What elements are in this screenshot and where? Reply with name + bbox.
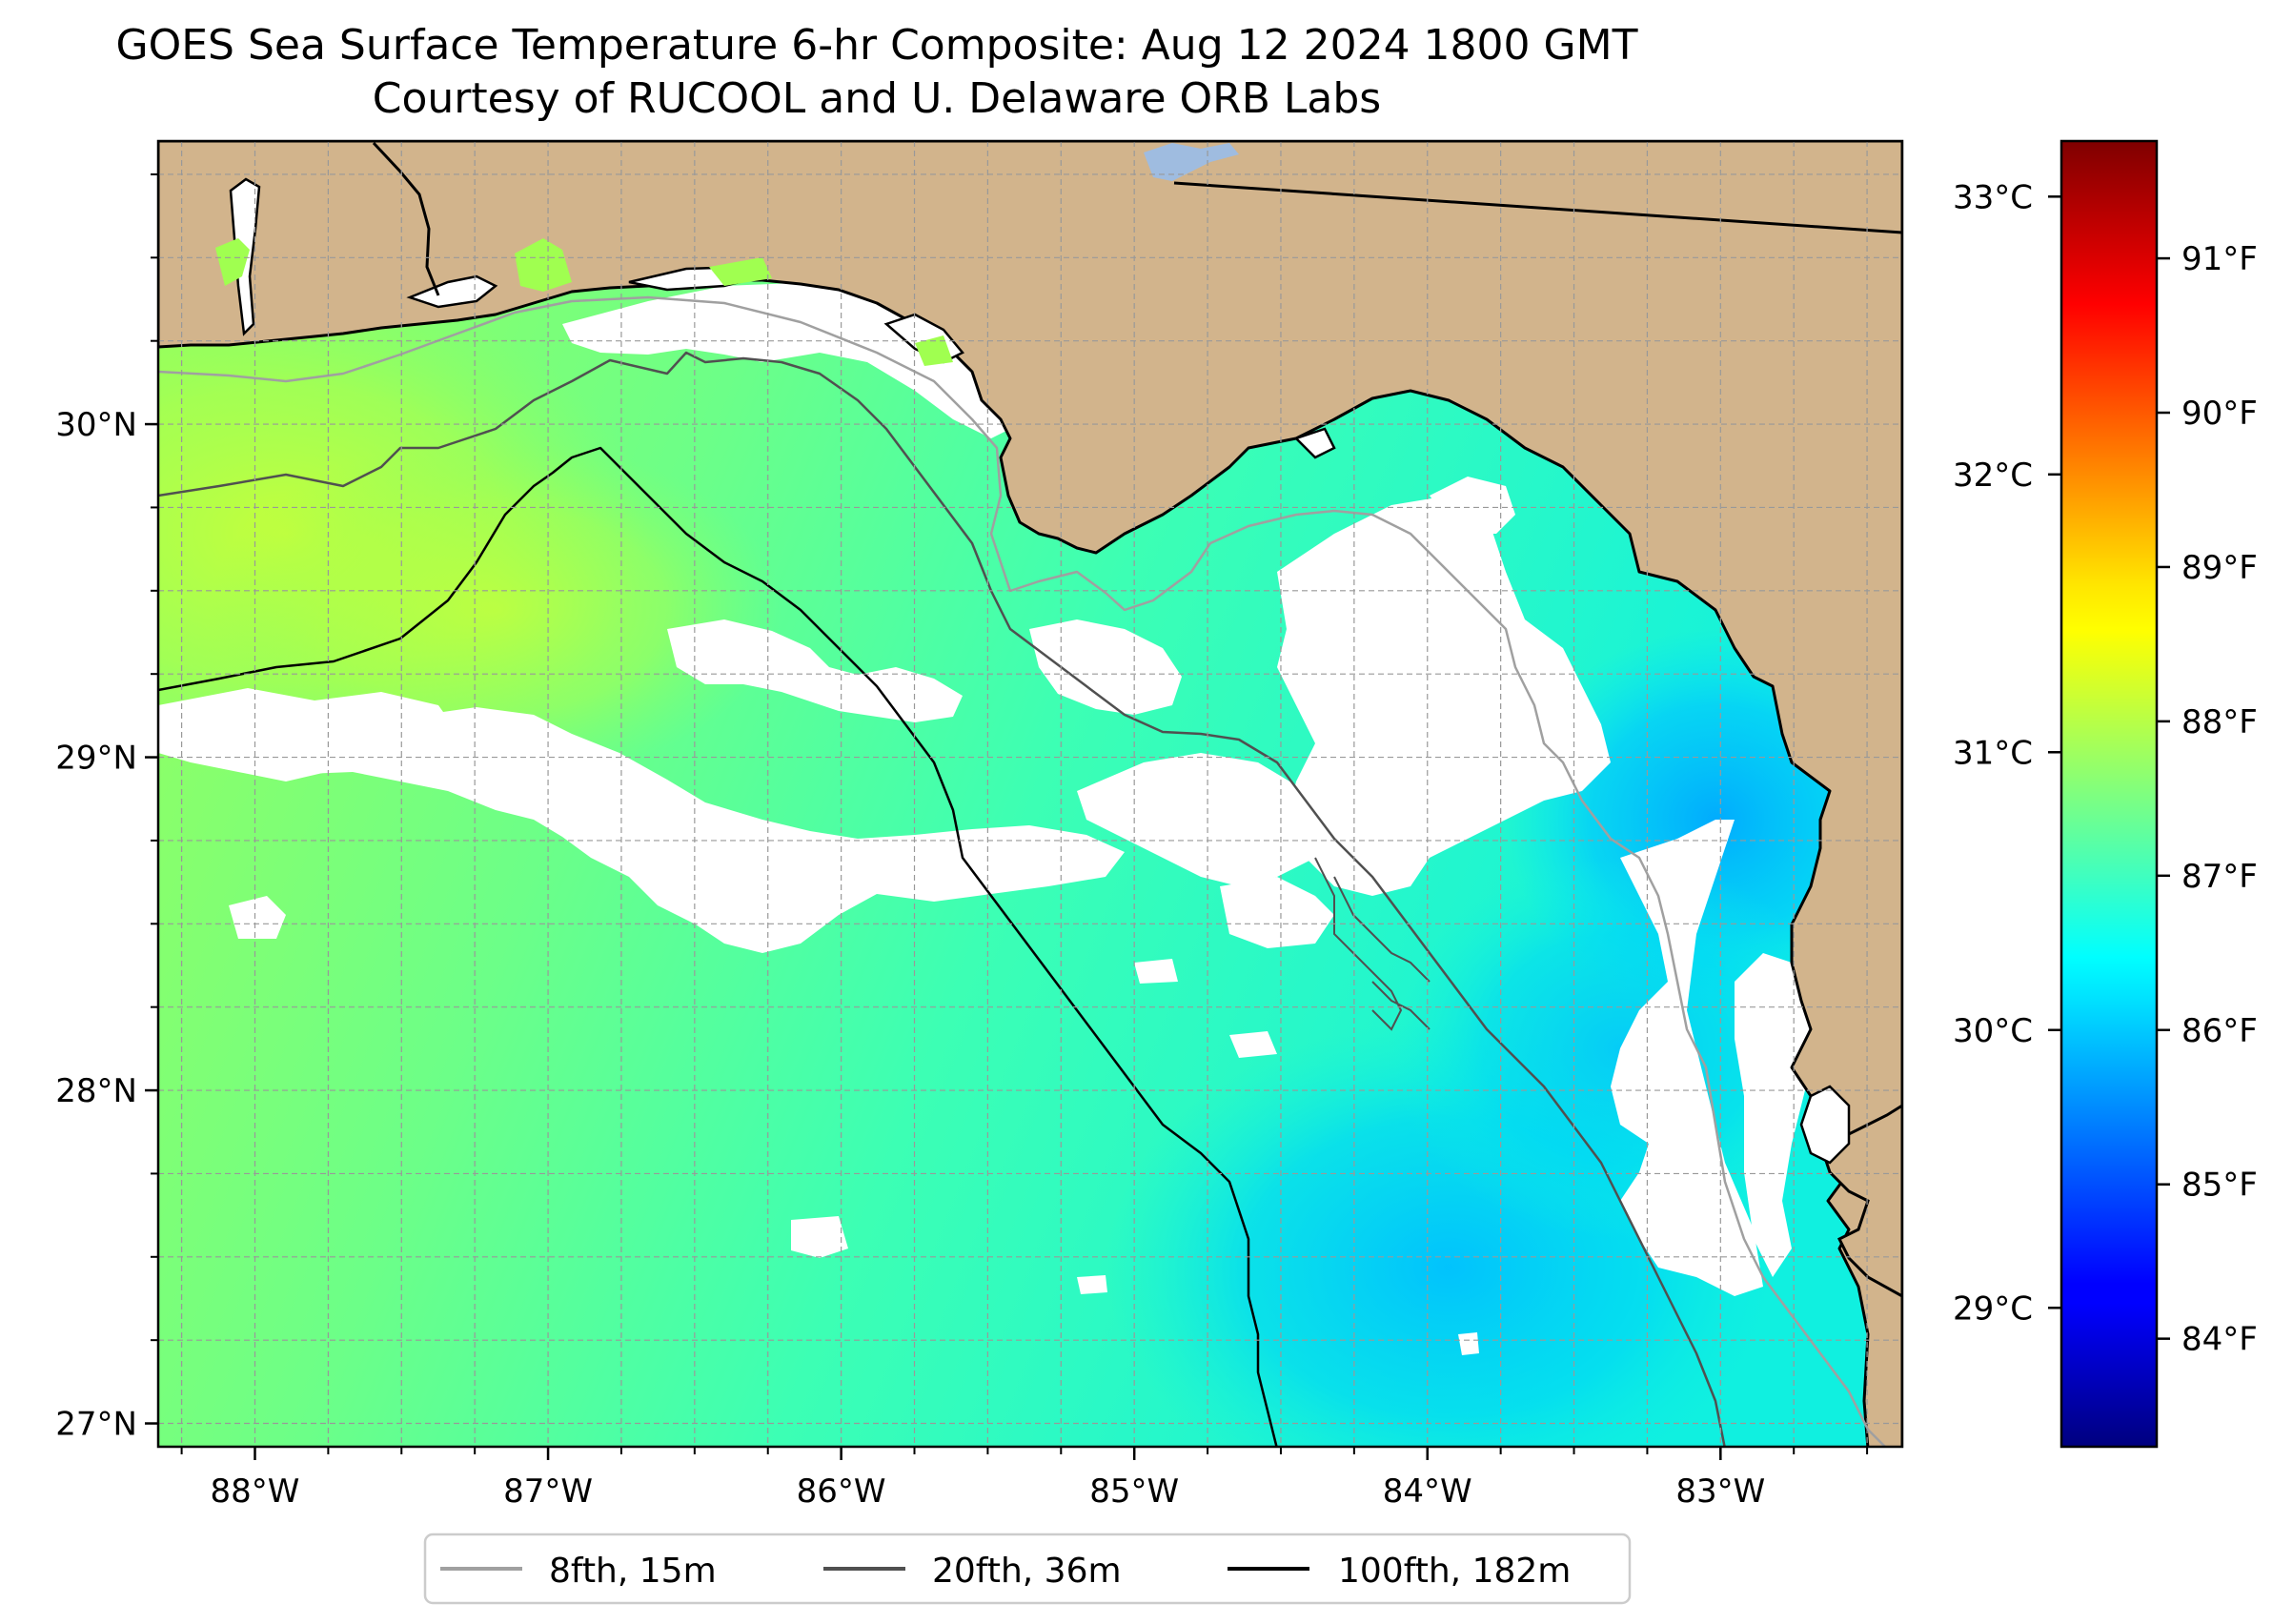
bay-sst-3	[709, 257, 772, 286]
celsius-tick-label: 31°C	[1953, 734, 2033, 772]
celsius-tick-label: 30°C	[1953, 1012, 2033, 1050]
island-cluster-3	[1371, 981, 1431, 1030]
fahrenheit-tick-label: 89°F	[2181, 549, 2258, 587]
colorbar-celsius-ticks: 29°C 30°C 31°C 32°C 33°C	[1953, 178, 2061, 1328]
tampa-bay	[1799, 1085, 1851, 1165]
fahrenheit-tick-label: 86°F	[2181, 1012, 2258, 1050]
lat-tick-label: 30°N	[55, 406, 137, 444]
legend-item: 100fth, 182m	[1228, 1552, 1571, 1591]
island-cluster-2	[1333, 876, 1431, 983]
colorbar: 29°C 30°C 31°C 32°C 33°C 84°F 85°F 86°F 87°F 88°…	[1953, 139, 2258, 1449]
bay-sst-2	[515, 238, 572, 292]
state-boundary-west	[372, 141, 440, 296]
legend-label-100fth: 100fth, 182m	[1338, 1552, 1571, 1591]
cloud-inlet-west	[229, 896, 286, 939]
legend-item: 8fth, 15m	[440, 1552, 717, 1591]
state-boundary-line	[1173, 181, 1902, 234]
land	[158, 141, 1902, 1447]
cloud-patch-apalachicola	[1029, 619, 1182, 715]
bathymetry-contours	[158, 295, 1887, 1447]
celsius-tick-label: 32°C	[1953, 457, 2033, 495]
fahrenheit-tick-label: 91°F	[2181, 240, 2258, 278]
chart-subtitle: Courtesy of RUCOOL and U. Delaware ORB L…	[372, 74, 1382, 123]
cloud-fleck-south	[791, 1216, 848, 1258]
lon-tick-label: 86°W	[797, 1472, 886, 1511]
cloud-patch-steinhatchee	[1077, 753, 1334, 886]
celsius-tick-label: 33°C	[1953, 178, 2033, 216]
colorbar-fahrenheit-ticks: 84°F 85°F 86°F 87°F 88°F 89°F 90°F 91°F	[2157, 240, 2258, 1359]
cloud-fleck-4	[1077, 1275, 1107, 1294]
axis-ticks: 88°W 87°W 86°W 85°W 84°W 83°W 27°N 28°N 29°N 30°N	[55, 173, 1869, 1511]
coastal-bay-sst	[215, 238, 953, 366]
fahrenheit-tick-label: 85°F	[2181, 1167, 2258, 1205]
lake	[1144, 143, 1239, 181]
lon-tick-label: 84°W	[1383, 1472, 1472, 1511]
cloud-fleck-3	[1229, 1031, 1277, 1058]
lon-tick-label: 83°W	[1675, 1472, 1765, 1511]
gridlines	[158, 141, 1902, 1447]
contour-100fth	[158, 446, 1278, 1447]
lon-tick-label: 88°W	[211, 1472, 300, 1511]
cloud-near-sandiego	[1430, 477, 1515, 534]
island-cluster-1	[1314, 857, 1403, 1031]
florida-panhandle-land	[158, 141, 1902, 1447]
chart-title: GOES Sea Surface Temperature 6-hr Compos…	[115, 21, 1638, 70]
map-frame	[156, 139, 1904, 1449]
contour-8fth	[158, 295, 1887, 1447]
lat-tick-label: 27°N	[55, 1406, 137, 1444]
cloud-band-central	[257, 707, 1125, 953]
legend: 8fth, 15m 20fth, 36m 100fth, 182m	[423, 1533, 1632, 1605]
cloud-fleck-2	[1134, 959, 1178, 984]
legend-box	[423, 1533, 1632, 1605]
cloud-fleck-1	[1458, 1332, 1479, 1355]
cloud-patch-center	[667, 619, 963, 722]
bay-sst-4	[915, 335, 953, 366]
cloud-mass-bigbend	[1277, 496, 1611, 896]
lon-tick-label: 85°W	[1089, 1472, 1179, 1511]
cloud-patch-tampa	[1735, 953, 1811, 1277]
islands	[1314, 857, 1431, 1031]
apalachee-inlet	[1293, 427, 1336, 459]
bay-sst-1	[215, 238, 250, 286]
lon-tick-label: 87°W	[503, 1472, 593, 1511]
lat-tick-label: 28°N	[55, 1072, 137, 1110]
lat-tick-label: 29°N	[55, 740, 137, 778]
contour-20fth	[158, 351, 1726, 1447]
fahrenheit-tick-label: 87°F	[2181, 858, 2258, 896]
legend-label-8fth: 8fth, 15m	[549, 1552, 717, 1591]
legend-item: 20fth, 36m	[823, 1552, 1122, 1591]
cloud-patch-offshore	[1220, 877, 1334, 948]
celsius-tick-label: 29°C	[1953, 1289, 2033, 1328]
colorbar-gradient	[2060, 139, 2159, 1449]
fahrenheit-tick-label: 84°F	[2181, 1321, 2258, 1359]
legend-label-20fth: 20fth, 36m	[932, 1552, 1122, 1591]
map-area	[158, 141, 1902, 1447]
fahrenheit-tick-label: 90°F	[2181, 395, 2258, 433]
pensacola-bay	[406, 274, 498, 309]
fahrenheit-tick-label: 88°F	[2181, 703, 2258, 741]
